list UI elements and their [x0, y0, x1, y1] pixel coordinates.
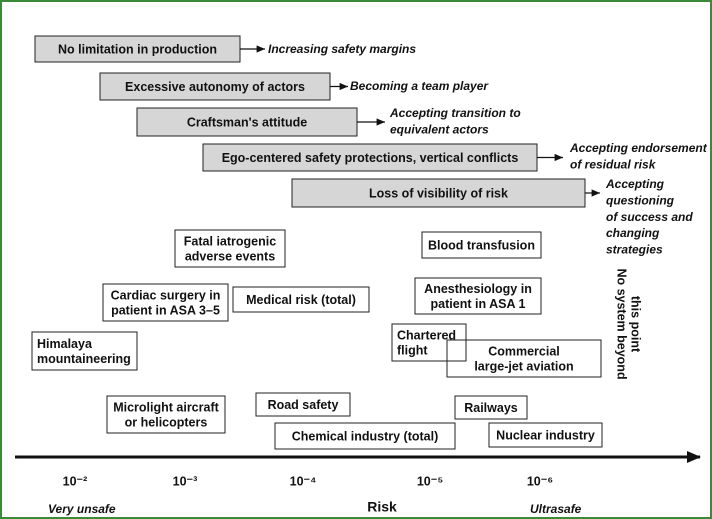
activity-label: Medical risk (total) — [246, 293, 356, 307]
activity-label: patient in ASA 3–5 — [111, 303, 220, 317]
barrier-outcome: Accepting — [605, 177, 665, 191]
content: No limitation in production Increasing sa… — [31, 35, 708, 450]
activity-label: patient in ASA 1 — [431, 297, 526, 311]
activity-label: large-jet aviation — [474, 359, 573, 373]
axis-tick-label: 10⁻⁴ — [290, 474, 317, 488]
axis-tick-label: 10⁻² — [63, 474, 88, 488]
activity-label: or helicopters — [125, 415, 208, 429]
barrier-box — [291, 178, 586, 208]
activity-label: Blood transfusion — [428, 238, 535, 252]
limit-note-line: this point — [629, 296, 643, 353]
barrier-label: Excessive autonomy of actors — [125, 80, 305, 94]
barrier-box — [34, 35, 241, 63]
barrier-label: Ego-centered safety protections, vertica… — [222, 151, 519, 165]
activity-box — [232, 286, 370, 313]
activity-box — [274, 422, 456, 450]
activity-label: Chartered — [397, 328, 456, 342]
axis-tick-label: 10⁻⁵ — [417, 474, 444, 488]
barrier-outcome: Accepting transition to — [389, 106, 521, 120]
barrier-label: Loss of visibility of risk — [369, 186, 508, 200]
activity-box — [454, 395, 528, 420]
activity-box — [102, 283, 229, 322]
activity-label: Nuclear industry — [496, 428, 595, 442]
barrier-box — [136, 107, 358, 137]
activity-box — [488, 422, 603, 448]
activity-label: Cardiac surgery in — [111, 288, 221, 302]
barrier-label: Craftsman's attitude — [187, 115, 307, 129]
limit-note-line: No system beyond — [615, 268, 629, 379]
barrier-outcome: changing — [606, 226, 660, 240]
barrier-outcome: strategies — [606, 242, 663, 256]
activity-box — [255, 392, 351, 417]
barrier-outcome: Increasing safety margins — [268, 42, 416, 56]
activity-box — [421, 231, 542, 259]
activity-label: mountaineering — [37, 352, 131, 366]
activity-label: adverse events — [185, 249, 275, 263]
barrier-outcome: questioning — [606, 193, 675, 207]
activity-box — [391, 323, 467, 362]
barrier-outcome: of success and — [606, 210, 693, 224]
activity-label: Chemical industry (total) — [292, 429, 439, 443]
activity-box — [174, 229, 286, 268]
axis-tick-label: 10⁻³ — [173, 474, 198, 488]
limit-note: No system beyond this point — [615, 268, 643, 379]
barrier-outcome: Becoming a team player — [350, 79, 489, 93]
barrier-box — [202, 143, 538, 172]
activity-box — [31, 331, 138, 371]
barrier-outcome: Accepting endorsement — [569, 141, 708, 155]
activity-label: Microlight aircraft — [113, 400, 219, 414]
activity-box — [106, 395, 226, 434]
activity-label: Fatal iatrogenic — [184, 234, 276, 248]
activity-box — [414, 277, 542, 315]
barrier-label: No limitation in production — [58, 42, 217, 56]
activity-label: Himalaya — [37, 337, 93, 351]
activity-label: Road safety — [268, 398, 339, 412]
activity-box — [446, 339, 602, 378]
activity-label: flight — [397, 343, 428, 357]
axis-left-label: Very unsafe — [48, 502, 116, 516]
axis-title: Risk — [367, 499, 397, 515]
barrier-outcome: equivalent actors — [390, 122, 489, 136]
axis-tick-label: 10⁻⁶ — [527, 474, 553, 488]
axis-right-label: Ultrasafe — [530, 502, 582, 516]
activity-label: Railways — [464, 401, 518, 415]
activity-label: Commercial — [488, 344, 560, 358]
barrier-outcome: of residual risk — [570, 157, 657, 171]
activity-label: Anesthesiology in — [424, 282, 532, 296]
